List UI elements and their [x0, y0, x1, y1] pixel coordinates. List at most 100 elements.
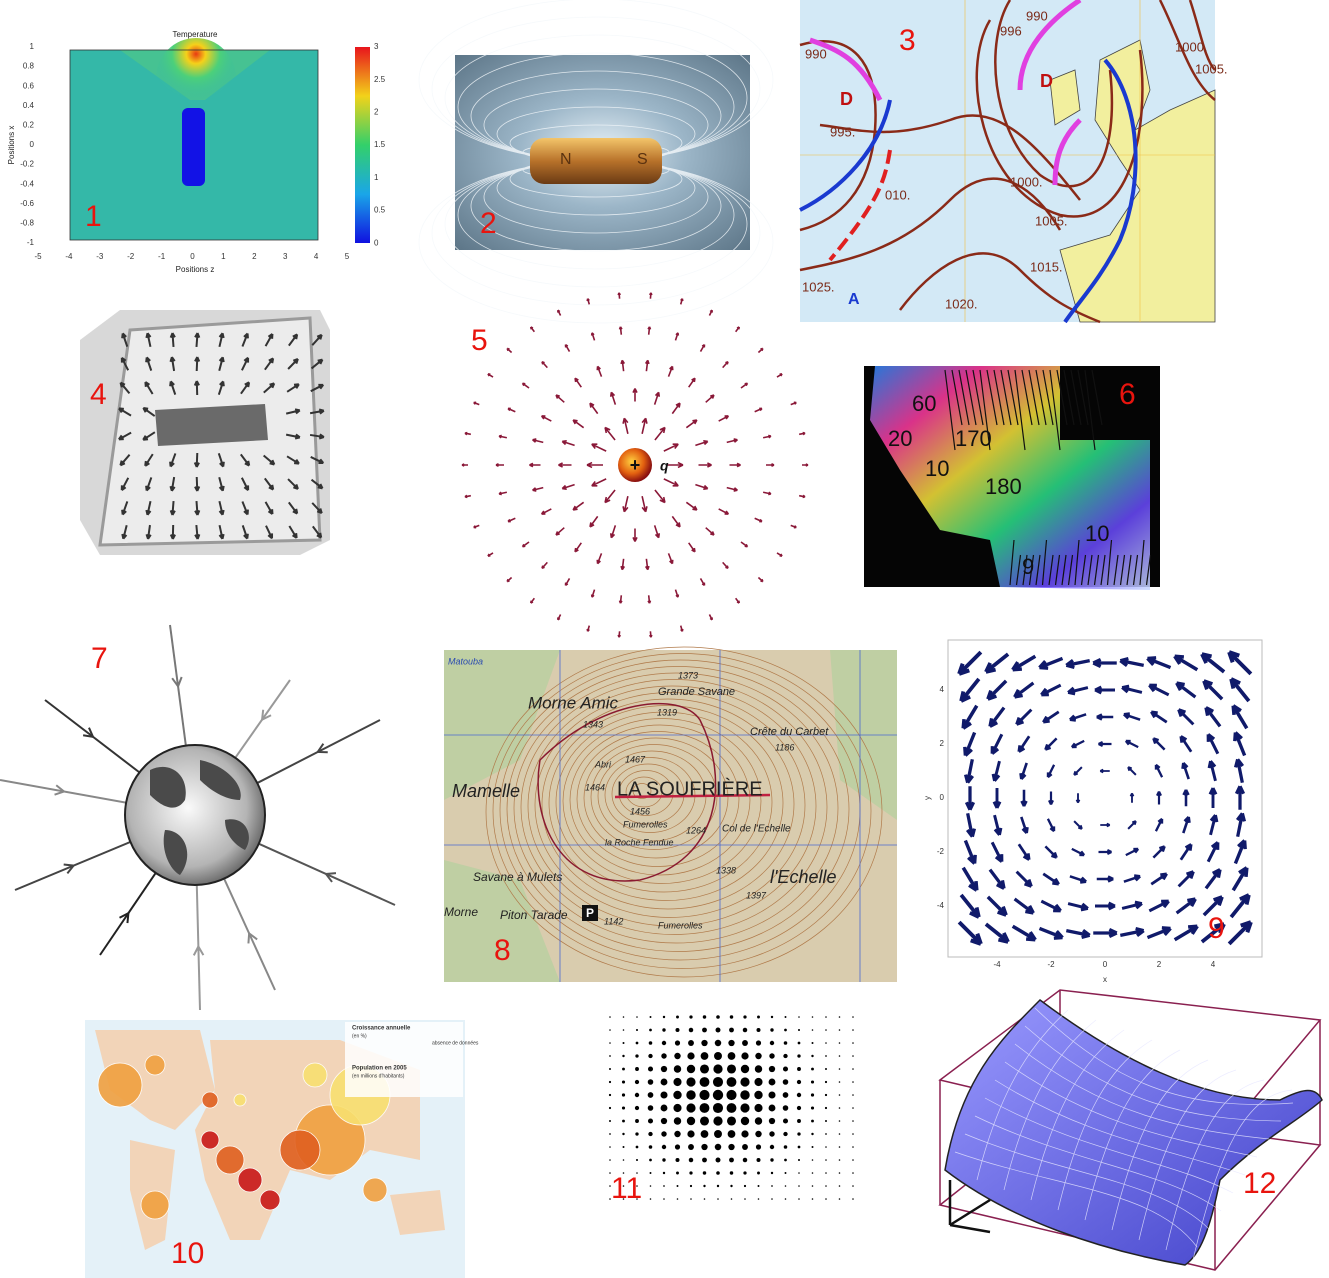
dot [743, 1184, 747, 1188]
arrow [647, 595, 652, 604]
dot [689, 1184, 693, 1188]
arrow [698, 462, 712, 468]
arrow [1042, 872, 1060, 886]
panel-vector-field: -4 -2 0 2 4 4 2 0 -2 -4 x y [923, 639, 1263, 984]
arrow [957, 650, 983, 676]
arrow [169, 500, 176, 516]
dot [714, 1130, 722, 1138]
arrow [735, 326, 741, 333]
population-circle [140, 1190, 170, 1220]
arrow [1177, 708, 1195, 726]
dot [825, 1055, 827, 1057]
dot [621, 1106, 626, 1110]
dot [838, 1120, 841, 1122]
panel-weather-map: D D A 990 995. 996 990 1000. 1005. 010. 1015. 1020.… [799, 0, 1228, 324]
dot [701, 1143, 708, 1151]
map-label: D [840, 89, 853, 109]
contour [555, 711, 773, 893]
map-label: 1264 [686, 825, 706, 835]
arrow [1200, 922, 1226, 944]
dot [647, 1079, 654, 1085]
dot [635, 1054, 639, 1058]
dot [757, 1015, 760, 1019]
dot [811, 1029, 814, 1031]
dot [757, 1185, 760, 1187]
warm-front [828, 149, 892, 262]
dot [673, 1077, 682, 1087]
dot [838, 1094, 841, 1096]
grid-line [964, 1133, 1210, 1230]
contour [632, 783, 652, 799]
arrow [722, 561, 729, 570]
dot [824, 1106, 828, 1110]
scale-tick [1113, 554, 1119, 586]
arrow [757, 576, 764, 583]
dot [674, 1040, 681, 1046]
arrow [1146, 656, 1172, 670]
arrow [144, 381, 154, 395]
dot [741, 1130, 749, 1138]
arrow [263, 382, 276, 394]
scale-tick [972, 369, 984, 426]
dot [742, 1040, 748, 1046]
dot [797, 1054, 801, 1058]
y-tick-label: -2 [937, 847, 945, 856]
scale-tick [1042, 369, 1054, 426]
arrow [648, 631, 653, 638]
map-label: 995. [830, 124, 855, 139]
y-tick-label: -4 [937, 901, 945, 910]
arrow [964, 786, 976, 811]
arrow [586, 298, 591, 305]
arrow [218, 476, 225, 492]
arrow [121, 524, 128, 540]
arrow [311, 502, 323, 515]
arrow [1040, 683, 1062, 697]
arrow [1154, 817, 1164, 832]
dot [634, 1105, 640, 1111]
scale-labels: 60 170 180 10 20 10 9 [888, 391, 1109, 579]
dot [687, 1130, 695, 1138]
y-tick-label: 1 [30, 42, 35, 51]
dot [729, 1015, 734, 1019]
scale-tick [1080, 554, 1087, 586]
y-tick-label: 0.8 [23, 62, 35, 71]
dot [622, 1198, 625, 1200]
dot [661, 1144, 667, 1150]
grid-line [1024, 1025, 1282, 1122]
dot [740, 1090, 750, 1100]
scale-tick [1145, 554, 1152, 586]
panel-number: 9 [1208, 912, 1225, 945]
arrow [217, 453, 225, 468]
dot [756, 1028, 761, 1032]
arrow [1075, 793, 1081, 804]
x-tick-label: -5 [34, 252, 42, 261]
arrow [1099, 768, 1110, 774]
dot [728, 1143, 735, 1151]
dot [714, 1052, 722, 1060]
scale-tick [1021, 369, 1033, 426]
contour [618, 770, 674, 816]
arrow [193, 452, 200, 468]
grid-line [1034, 1007, 1294, 1105]
arrow [288, 501, 299, 515]
arrow [590, 332, 596, 341]
dot [754, 1103, 763, 1113]
dot [688, 1027, 694, 1033]
arrow [1173, 924, 1199, 942]
dot [703, 1184, 706, 1188]
dot [825, 1159, 827, 1161]
dot [783, 1145, 788, 1149]
arrow [988, 868, 1006, 890]
grid-line [1003, 1019, 1097, 1191]
arrow [1156, 791, 1162, 805]
arrow [561, 439, 575, 447]
contour [590, 744, 718, 850]
arrow [169, 476, 176, 492]
scale-tick [1126, 554, 1132, 586]
arrow [1207, 760, 1217, 782]
dot [726, 1064, 737, 1074]
arrow [1011, 924, 1037, 942]
arrow [1206, 841, 1220, 863]
occluded-front [809, 37, 883, 102]
dot [663, 1198, 665, 1200]
